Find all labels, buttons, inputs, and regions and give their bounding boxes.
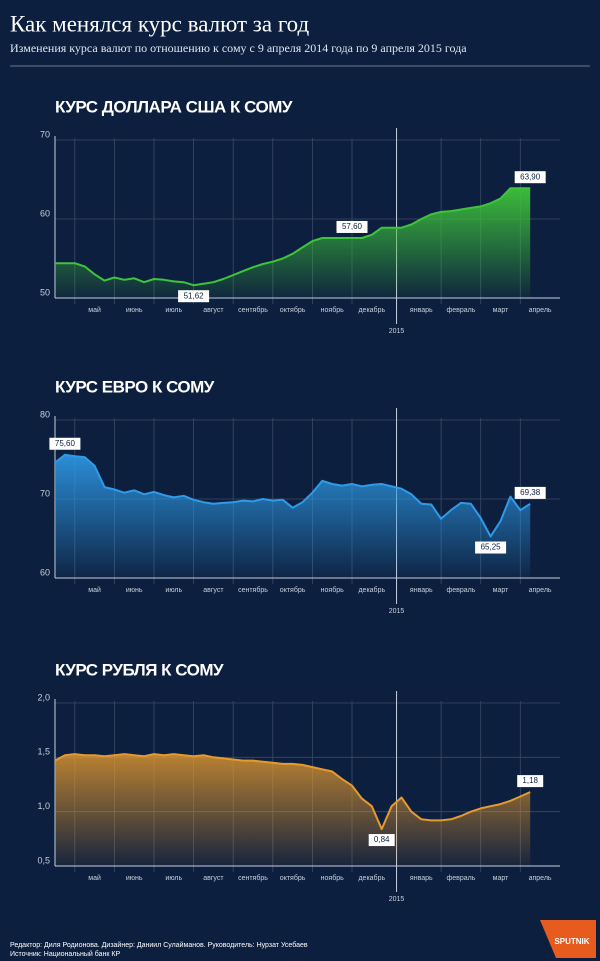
y-tick-label: 60 bbox=[40, 567, 50, 577]
chart-title: КУРС ДОЛЛАРА США К СОМУ bbox=[55, 97, 293, 116]
source: Источник: Национальный банк КР bbox=[10, 950, 120, 958]
x-tick-label: январь bbox=[410, 587, 433, 594]
x-tick-label: июнь bbox=[126, 875, 143, 882]
x-tick-label: ноябрь bbox=[321, 306, 344, 314]
value-label: 51,62 bbox=[184, 291, 205, 300]
y-tick-label: 1,5 bbox=[37, 747, 50, 757]
x-tick-label: март bbox=[493, 307, 509, 314]
y-tick-label: 50 bbox=[40, 287, 50, 297]
x-tick-label: сентябрь bbox=[238, 874, 268, 882]
area bbox=[55, 188, 531, 298]
value-label: 69,38 bbox=[520, 488, 541, 497]
value-label-box bbox=[178, 290, 210, 303]
value-label-box bbox=[49, 437, 81, 450]
credits: Редактор: Диля Родионова. Дизайнер: Дани… bbox=[10, 941, 308, 949]
x-tick-label: март bbox=[493, 875, 509, 882]
x-tick-label: сентябрь bbox=[238, 306, 268, 314]
x-tick-label: декабрь bbox=[358, 874, 385, 882]
x-tick-label: январь bbox=[410, 875, 433, 882]
x-tick-label: январь bbox=[410, 307, 433, 314]
value-label-box bbox=[368, 834, 395, 847]
x-tick-label: апрель bbox=[529, 307, 552, 314]
page-title: Как менялся курс валют за год bbox=[10, 11, 310, 36]
value-label: 1,18 bbox=[522, 776, 538, 785]
value-label-box bbox=[514, 171, 546, 184]
value-label: 63,90 bbox=[520, 172, 541, 181]
value-label: 0,84 bbox=[374, 835, 390, 844]
chart-title: КУРС ЕВРО К СОМУ bbox=[55, 377, 215, 396]
x-tick-label: июнь bbox=[126, 307, 143, 314]
x-tick-label: ноябрь bbox=[321, 586, 344, 594]
line bbox=[55, 187, 531, 287]
x-tick-label: декабрь bbox=[358, 306, 385, 314]
page-subtitle: Изменения курса валют по отношению к сом… bbox=[10, 41, 467, 55]
x-tick-label: сентябрь bbox=[238, 586, 268, 594]
value-label: 57,60 bbox=[342, 222, 363, 231]
value-label-box bbox=[475, 541, 507, 554]
x-tick-label: апрель bbox=[529, 587, 552, 594]
x-tick-label: июль bbox=[165, 587, 182, 594]
x-tick-label: июль bbox=[165, 875, 182, 882]
value-label-box bbox=[336, 220, 368, 233]
x-tick-label: август bbox=[203, 307, 224, 314]
y-tick-label: 60 bbox=[40, 208, 50, 218]
x-tick-label: май bbox=[88, 306, 101, 314]
y-tick-label: 70 bbox=[40, 488, 50, 498]
value-label-box bbox=[514, 486, 546, 499]
x-tick-label: ноябрь bbox=[321, 874, 344, 882]
logo: SPUTNIK bbox=[554, 937, 589, 946]
y-tick-label: 1,0 bbox=[37, 801, 50, 811]
x-tick-label: май bbox=[88, 874, 101, 882]
value-label-box bbox=[517, 775, 544, 788]
y-tick-label: 70 bbox=[40, 129, 50, 139]
x-tick-label: декабрь bbox=[358, 586, 385, 594]
chart-title: КУРС РУБЛЯ К СОМУ bbox=[55, 660, 224, 679]
x-tick-label: март bbox=[493, 587, 509, 594]
x-tick-label: октябрь bbox=[280, 306, 306, 314]
year-label: 2015 bbox=[389, 608, 405, 615]
area bbox=[55, 454, 531, 578]
y-tick-label: 0,5 bbox=[37, 855, 50, 865]
x-tick-label: август bbox=[203, 875, 224, 882]
logo-shape bbox=[540, 920, 596, 958]
x-tick-label: август bbox=[203, 587, 224, 594]
year-label: 2015 bbox=[389, 896, 405, 903]
value-label: 75,60 bbox=[55, 439, 76, 448]
value-label: 65,25 bbox=[481, 543, 502, 552]
x-tick-label: февраль bbox=[446, 307, 475, 314]
x-tick-label: октябрь bbox=[280, 586, 306, 594]
x-tick-label: февраль bbox=[446, 587, 475, 594]
area bbox=[55, 754, 531, 866]
y-tick-label: 2,0 bbox=[37, 692, 50, 702]
x-tick-label: май bbox=[88, 586, 101, 594]
x-tick-label: апрель bbox=[529, 875, 552, 882]
line bbox=[54, 453, 531, 538]
x-tick-label: июль bbox=[165, 307, 182, 314]
x-tick-label: июнь bbox=[126, 587, 143, 594]
x-tick-label: октябрь bbox=[280, 874, 306, 882]
y-tick-label: 80 bbox=[40, 409, 50, 419]
line bbox=[54, 753, 531, 831]
year-label: 2015 bbox=[389, 328, 405, 335]
x-tick-label: февраль bbox=[446, 875, 475, 882]
